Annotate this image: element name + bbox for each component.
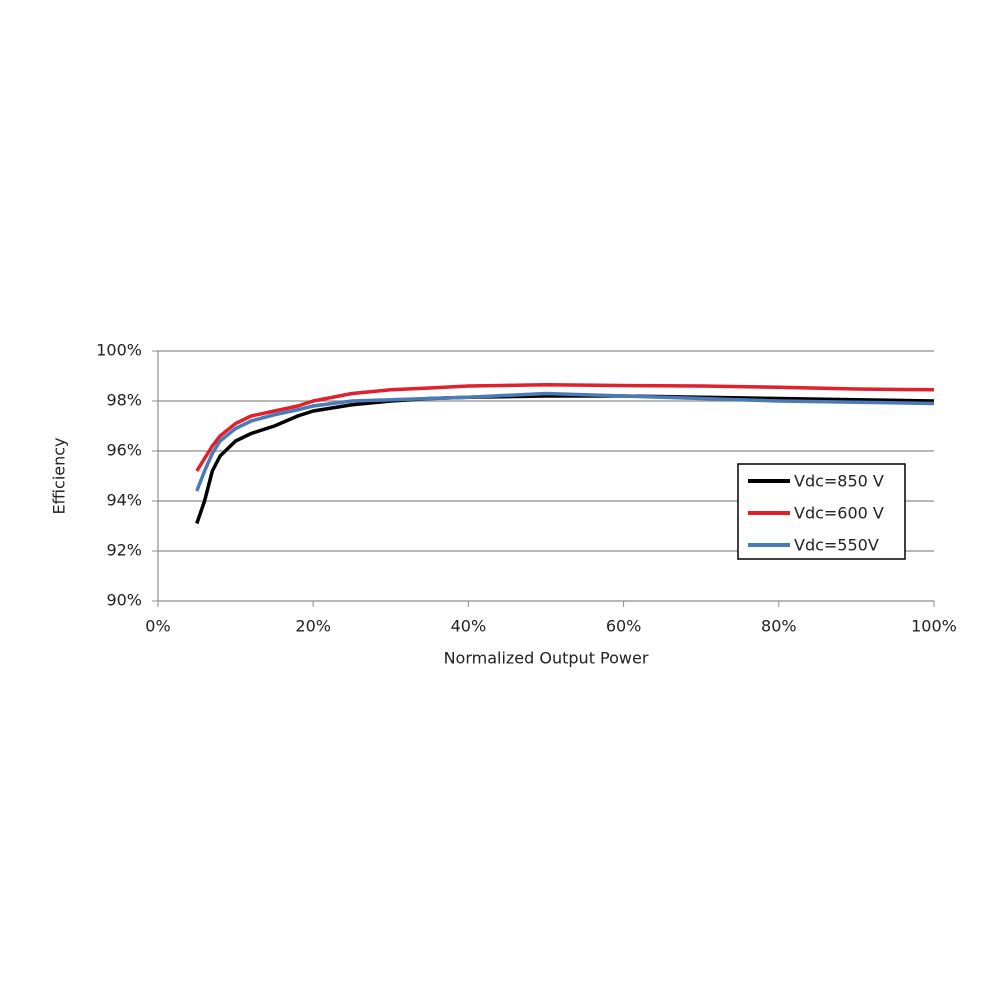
series-line: [195, 391, 935, 492]
x-tick-label: 40%: [451, 617, 487, 636]
legend-label: Vdc=600 V: [794, 504, 884, 523]
x-tick-label: 60%: [606, 617, 642, 636]
x-tick-label: 20%: [295, 617, 331, 636]
y-tick-label: 100%: [96, 341, 142, 360]
legend-label: Vdc=850 V: [794, 472, 884, 491]
legend-label: Vdc=550V: [794, 536, 879, 555]
series-line: [195, 383, 935, 472]
x-tick-label: 100%: [911, 617, 957, 636]
y-tick-label: 96%: [106, 441, 142, 460]
y-tick-label: 94%: [106, 491, 142, 510]
y-tick-label: 90%: [106, 591, 142, 610]
x-tick-label: 0%: [145, 617, 170, 636]
y-axis-label: Efficiency: [50, 437, 69, 514]
x-axis-label: Normalized Output Power: [444, 649, 649, 668]
y-tick-label: 98%: [106, 391, 142, 410]
x-tick-label: 80%: [761, 617, 797, 636]
y-tick-label: 92%: [106, 541, 142, 560]
